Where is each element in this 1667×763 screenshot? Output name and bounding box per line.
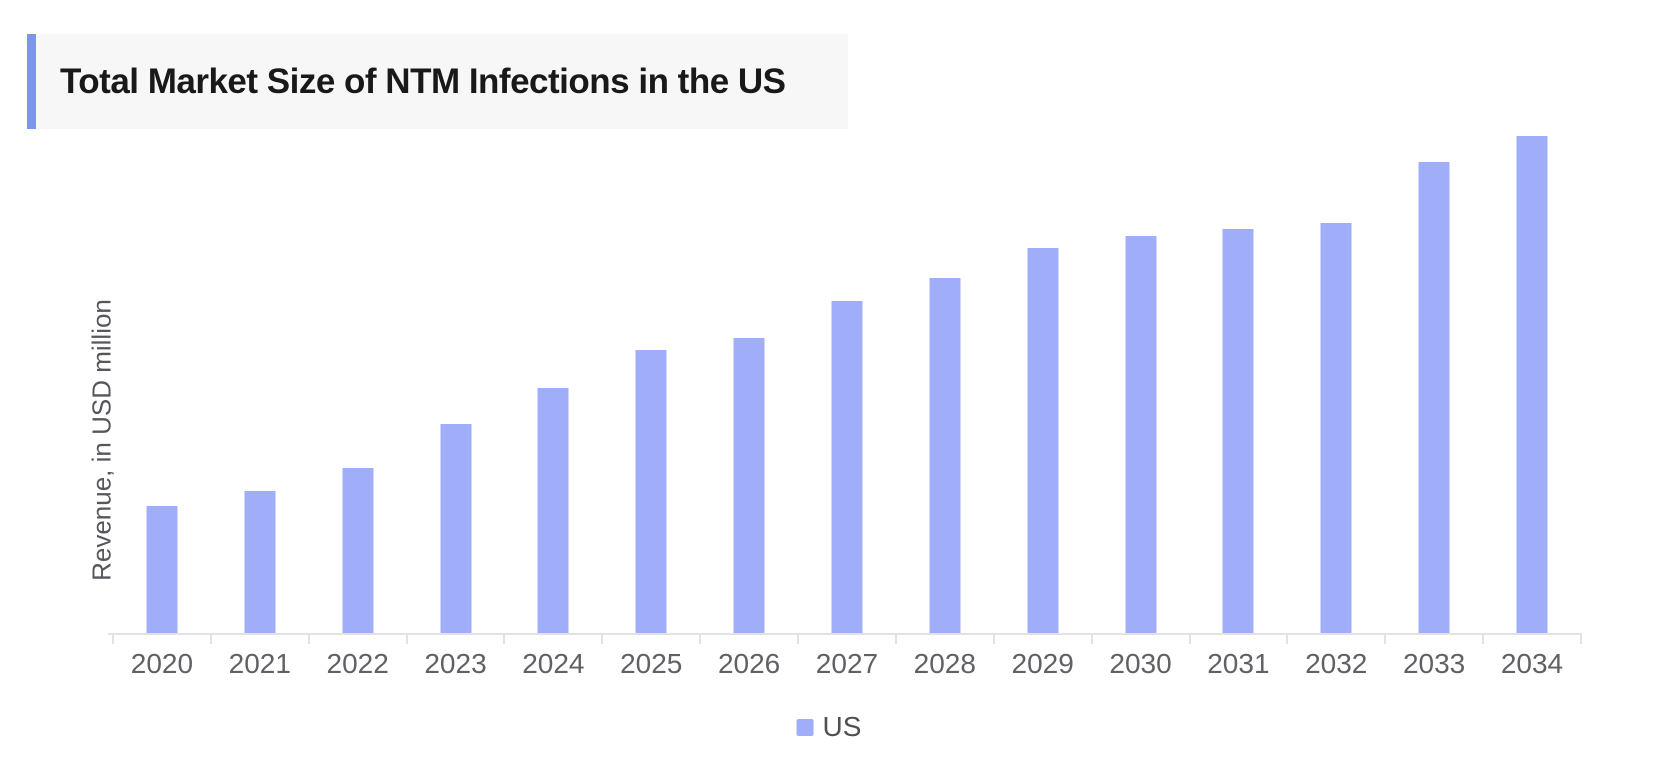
x-tick-label-2020: 2020 [130, 648, 194, 679]
bar-2029[interactable] [1027, 248, 1059, 634]
bar-slot-2029 [994, 136, 1092, 634]
x-axis-tick-mark [1090, 635, 1093, 644]
chart-title: Total Market Size of NTM Infections in t… [60, 61, 786, 101]
bar-2020[interactable] [146, 506, 178, 634]
legend[interactable]: US [796, 711, 862, 743]
bar-slot-2020 [113, 136, 211, 634]
bar-2021[interactable] [244, 491, 276, 634]
bar-slot-2024 [504, 136, 602, 634]
bar-slot-2025 [602, 136, 700, 634]
x-axis-ticks [112, 635, 1582, 644]
bar-slot-2027 [798, 136, 896, 634]
bar-2023[interactable] [440, 424, 471, 634]
x-tick-label-2025: 2025 [620, 648, 683, 679]
legend-label-us: US [822, 711, 862, 742]
x-axis-tick-mark [601, 635, 604, 644]
bar-slot-2023 [407, 136, 505, 634]
x-tick-label-2027: 2027 [815, 648, 879, 679]
bar-slot-2021 [211, 136, 309, 634]
bar-slot-2032 [1287, 136, 1385, 634]
bar-2033[interactable] [1418, 162, 1450, 634]
x-tick-label-2033: 2033 [1402, 648, 1466, 679]
x-axis-tick-mark [1286, 635, 1289, 644]
x-axis-tick-mark [503, 635, 506, 644]
x-tick-label-2034: 2034 [1500, 648, 1564, 679]
x-axis-tick-mark [209, 635, 212, 644]
bar-2024[interactable] [537, 388, 569, 634]
bar-2022[interactable] [342, 468, 374, 634]
x-axis-tick-mark [992, 635, 995, 644]
x-tick-label-2023: 2023 [424, 648, 487, 679]
bar-2025[interactable] [635, 350, 667, 634]
bar-2034[interactable] [1516, 136, 1548, 634]
x-tick-label-2022: 2022 [326, 648, 389, 679]
x-axis-tick-mark [1580, 635, 1582, 644]
x-axis-tick-mark [894, 635, 897, 644]
x-tick-label-2029: 2029 [1011, 648, 1074, 679]
plot-area [113, 136, 1581, 634]
bar-slot-2031 [1189, 136, 1287, 634]
x-tick-label-2021: 2021 [228, 648, 291, 679]
x-tick-label-2032: 2032 [1305, 648, 1368, 679]
bar-slot-2028 [896, 136, 994, 634]
bar-slot-2034 [1483, 136, 1581, 634]
bar-slot-2026 [700, 136, 798, 634]
bar-2031[interactable] [1222, 229, 1254, 634]
title-accent-bar [27, 34, 36, 129]
bar-2028[interactable] [929, 278, 961, 634]
x-tick-label-2030: 2030 [1109, 648, 1172, 679]
x-tick-label-2024: 2024 [522, 648, 585, 679]
x-axis-tick-mark [797, 635, 800, 644]
legend-swatch-us [796, 718, 814, 736]
bar-2030[interactable] [1125, 236, 1157, 634]
x-axis-tick-mark [112, 635, 114, 644]
x-axis-tick-mark [1384, 635, 1387, 644]
bar-slot-2022 [309, 136, 407, 634]
title-panel: Total Market Size of NTM Infections in t… [36, 34, 848, 129]
x-axis-tick-labels: 2020 2021 2022 2023 2024 2025 2026 2027 2028 2029… [113, 648, 1581, 680]
chart-title-block: Total Market Size of NTM Infections in t… [27, 34, 848, 129]
x-axis-tick-mark [307, 635, 310, 644]
x-axis-tick-mark [405, 635, 408, 644]
x-tick-label-2031: 2031 [1207, 648, 1270, 679]
bar-2026[interactable] [733, 338, 765, 634]
x-tick-label-2026: 2026 [717, 648, 781, 679]
bar-2027[interactable] [831, 301, 863, 634]
x-axis-tick-mark [1188, 635, 1191, 644]
x-axis-tick-mark [699, 635, 702, 644]
x-axis-tick-mark [1482, 635, 1485, 644]
x-tick-label-2028: 2028 [913, 648, 976, 679]
bar-2032[interactable] [1320, 223, 1352, 634]
bar-slot-2030 [1092, 136, 1190, 634]
bar-slot-2033 [1385, 136, 1483, 634]
x-axis-line [108, 633, 1582, 635]
